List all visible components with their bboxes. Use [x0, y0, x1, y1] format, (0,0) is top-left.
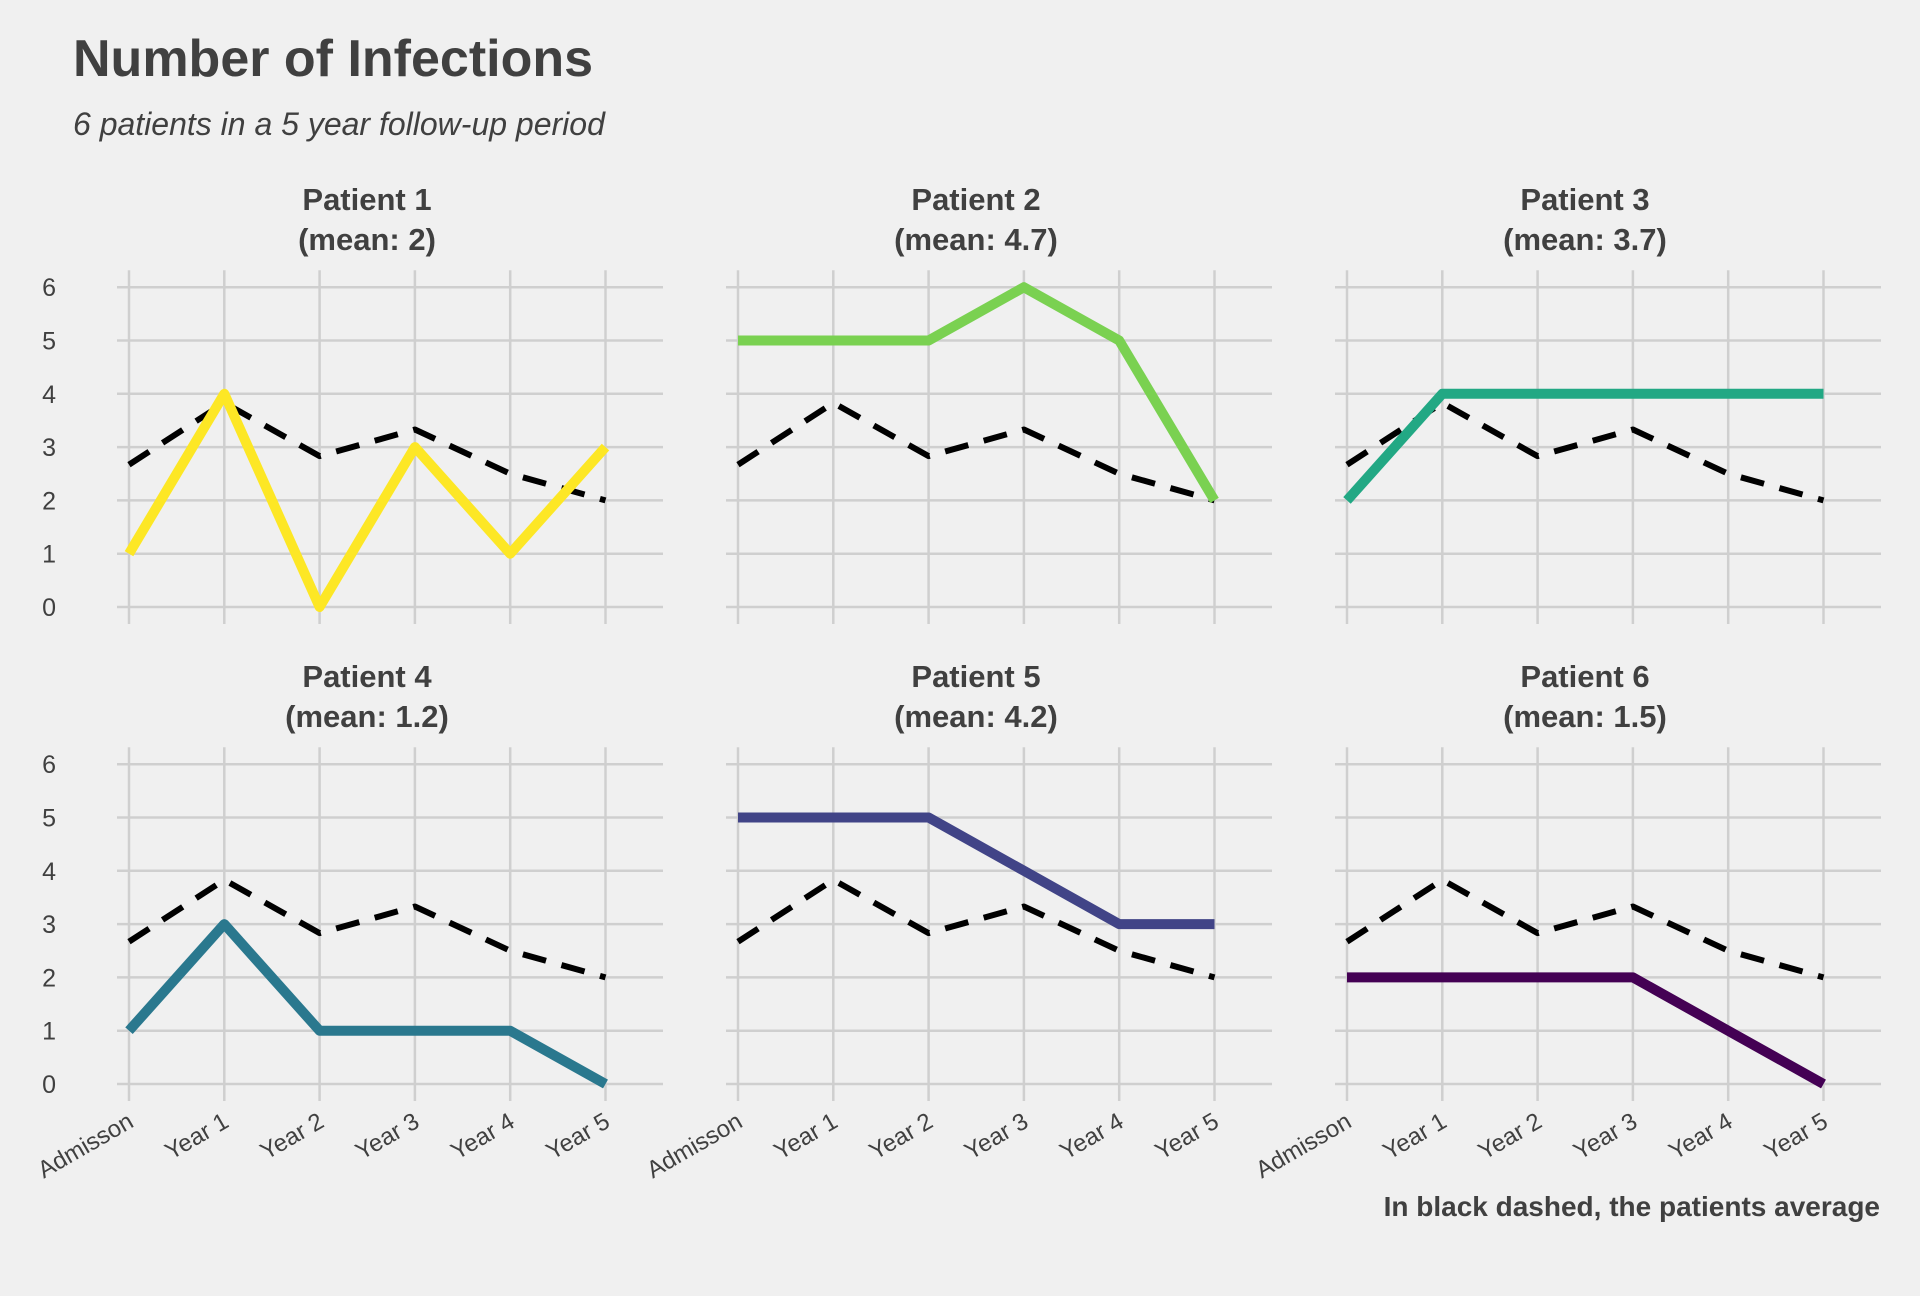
facet-title-name: Patient 2 [911, 182, 1040, 217]
facet-title-mean: (mean: 1.5) [1503, 699, 1667, 734]
x-tick-label: Year 2 [865, 1108, 938, 1166]
x-tick-label: Year 4 [446, 1108, 519, 1166]
y-tick-label: 1 [42, 541, 56, 569]
chart-subtitle: 6 patients in a 5 year follow-up period [73, 106, 606, 142]
facet-title-mean: (mean: 3.7) [1503, 222, 1667, 257]
y-tick-label: 2 [42, 964, 56, 992]
chart-title: Number of Infections [73, 30, 593, 88]
x-tick-label: Year 5 [1760, 1108, 1833, 1166]
patient-series-line [1347, 972, 1826, 1089]
average-line [736, 399, 1216, 504]
x-tick-label: Year 1 [1378, 1108, 1451, 1166]
average-line [1345, 876, 1825, 981]
facet-title-name: Patient 3 [1520, 182, 1649, 217]
x-tick-label: Admisson [33, 1108, 138, 1184]
patient-series-line [124, 388, 610, 612]
x-tick-label: Year 4 [1664, 1108, 1737, 1166]
x-tick-label: Year 5 [542, 1108, 615, 1166]
x-tick-label: Year 1 [769, 1108, 842, 1166]
y-tick-label: 2 [42, 487, 56, 515]
y-tick-label: 4 [42, 858, 56, 886]
y-tick-label: 3 [42, 911, 56, 939]
facet-title-mean: (mean: 4.7) [894, 222, 1058, 257]
facet-panels: Patient 1 (mean: 2) 0 1 2 3 4 5 6 Patient 2 (mean:… [33, 182, 1881, 1184]
y-tick-label: 0 [42, 1071, 56, 1099]
facet-title-mean: (mean: 1.2) [285, 699, 449, 734]
x-tick-label: Year 2 [1474, 1108, 1547, 1166]
facet-title-mean: (mean: 4.2) [894, 699, 1058, 734]
y-tick-label: 4 [42, 381, 56, 409]
panel-3: Patient 3 (mean: 3.7) [1335, 182, 1881, 624]
facet-title-mean: (mean: 2) [298, 222, 436, 257]
y-tick-label: 5 [42, 805, 56, 833]
y-tick-label: 5 [42, 328, 56, 356]
panel-2: Patient 2 (mean: 4.7) [726, 182, 1272, 624]
panel-1: Patient 1 (mean: 2) 0 1 2 3 4 5 6 [42, 182, 663, 624]
y-tick-label: 6 [42, 274, 56, 302]
panel-5: Patient 5 (mean: 4.2) Admisson Year 1 Year 2… [642, 659, 1272, 1184]
facet-title-name: Patient 6 [1520, 659, 1649, 694]
y-tick-label: 1 [42, 1018, 56, 1046]
x-tick-label: Year 4 [1055, 1108, 1128, 1166]
x-tick-label: Admisson [642, 1108, 747, 1184]
patient-series-line [738, 282, 1219, 503]
x-tick-label: Year 3 [1569, 1108, 1642, 1166]
facet-title-name: Patient 4 [302, 659, 432, 694]
y-tick-label: 6 [42, 751, 56, 779]
patient-series-line [738, 812, 1215, 930]
panel-6: Patient 6 (mean: 1.5) Admisson Year 1 Year 2… [1251, 659, 1881, 1184]
chart-caption: In black dashed, the patients average [1384, 1191, 1880, 1222]
panel-4: Patient 4 (mean: 1.2) 0 1 2 3 4 5 6 Admisson Year … [33, 659, 663, 1184]
y-tick-label: 3 [42, 434, 56, 462]
average-line [736, 876, 1216, 981]
facet-title-name: Patient 1 [302, 182, 431, 217]
x-tick-label: Year 2 [256, 1108, 329, 1166]
facet-title-name: Patient 5 [911, 659, 1040, 694]
average-line [127, 399, 607, 504]
patient-series-line [1343, 388, 1824, 504]
x-tick-label: Year 3 [351, 1108, 424, 1166]
x-tick-label: Admisson [1251, 1108, 1356, 1184]
x-tick-label: Year 1 [160, 1108, 233, 1166]
y-tick-label: 0 [42, 594, 56, 622]
average-line [127, 876, 607, 981]
x-tick-label: Year 3 [960, 1108, 1033, 1166]
patient-series-line [125, 919, 608, 1089]
x-tick-label: Year 5 [1151, 1108, 1224, 1166]
